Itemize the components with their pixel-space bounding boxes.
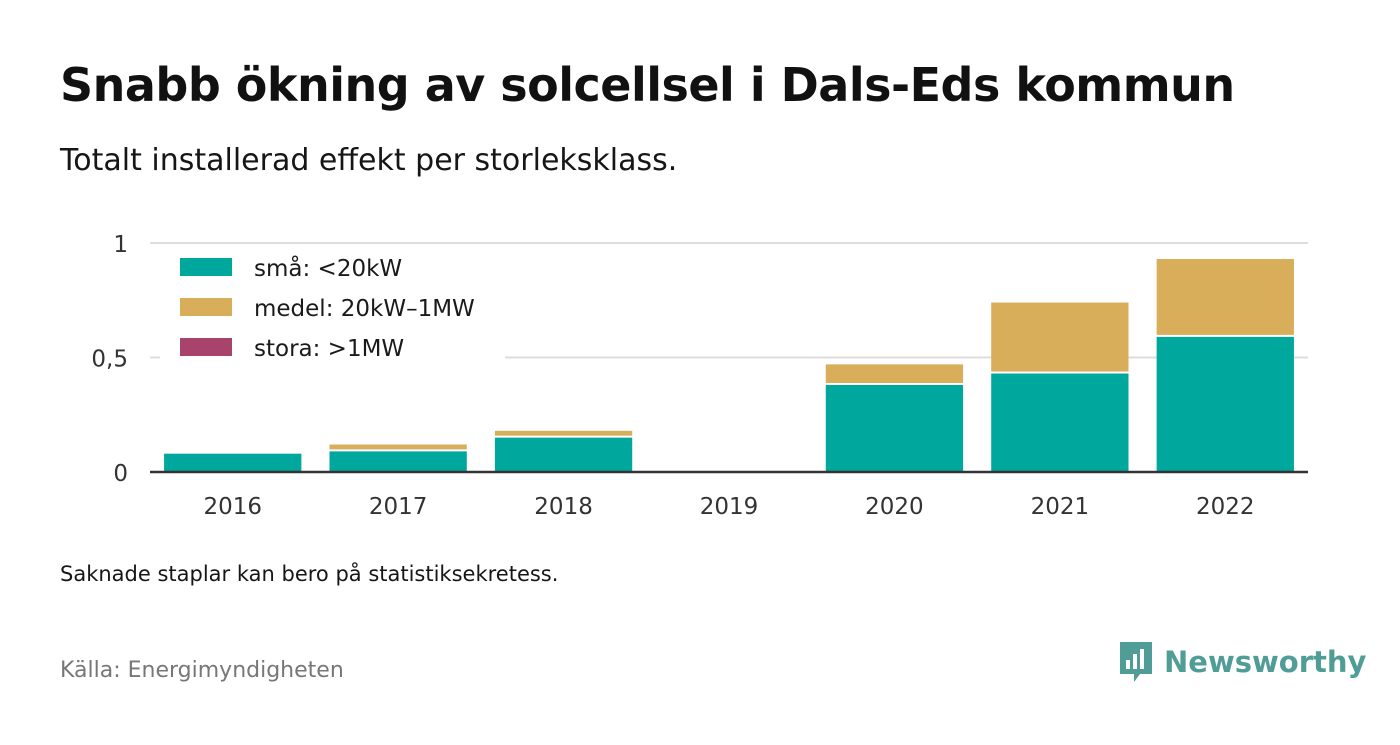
bar-2021-series-0 (991, 373, 1129, 472)
legend-swatch (180, 298, 232, 316)
bar-2016-series-0 (164, 453, 302, 472)
legend-label: medel: 20kW–1MW (254, 296, 475, 322)
bar-2018-series-1 (494, 430, 633, 436)
x-tick-label: 2022 (1196, 494, 1255, 520)
x-tick-label: 2020 (865, 494, 924, 520)
x-tick-label: 2018 (534, 494, 593, 520)
legend: små: <20kW medel: 20kW–1MW stora: >1MW (160, 252, 505, 368)
brand-logo: Newsworthy (1118, 640, 1366, 684)
brand-name: Newsworthy (1164, 645, 1367, 679)
bar-2020-series-0 (825, 384, 964, 472)
x-tick-label: 2016 (203, 494, 262, 520)
x-tick-label: 2021 (1031, 494, 1090, 520)
bar-2020-series-1 (825, 364, 964, 383)
y-tick-label: 1 (113, 232, 128, 258)
newsworthy-logo-icon (1120, 642, 1152, 682)
bar-2022-series-0 (1156, 336, 1294, 472)
bar-2017-series-1 (329, 444, 467, 450)
chart-subtitle: Totalt installerad effekt per storlekskl… (60, 143, 678, 178)
x-tick-label: 2019 (700, 494, 759, 520)
bar-2022-series-1 (1156, 259, 1294, 335)
legend-swatch (180, 338, 232, 356)
axes: 0 0,5 1 2016 2017 2018 2019 2020 2021 2022 (91, 232, 1308, 520)
bars (164, 259, 1294, 472)
chart-title: Snabb ökning av solcellsel i Dals-Eds ko… (60, 58, 1235, 112)
source-credit: Källa: Energimyndigheten (60, 658, 344, 683)
legend-label: små: <20kW (254, 254, 402, 282)
bar-2018-series-0 (494, 437, 633, 472)
y-tick-label: 0,5 (91, 347, 128, 373)
bar-2017-series-0 (329, 451, 467, 472)
legend-label: stora: >1MW (254, 336, 404, 362)
x-tick-label: 2017 (369, 494, 428, 520)
y-tick-label: 0 (113, 461, 128, 487)
bar-2021-series-1 (991, 302, 1129, 372)
legend-swatch (180, 258, 232, 276)
footnote: Saknade staplar kan bero på statistiksek… (60, 562, 559, 586)
